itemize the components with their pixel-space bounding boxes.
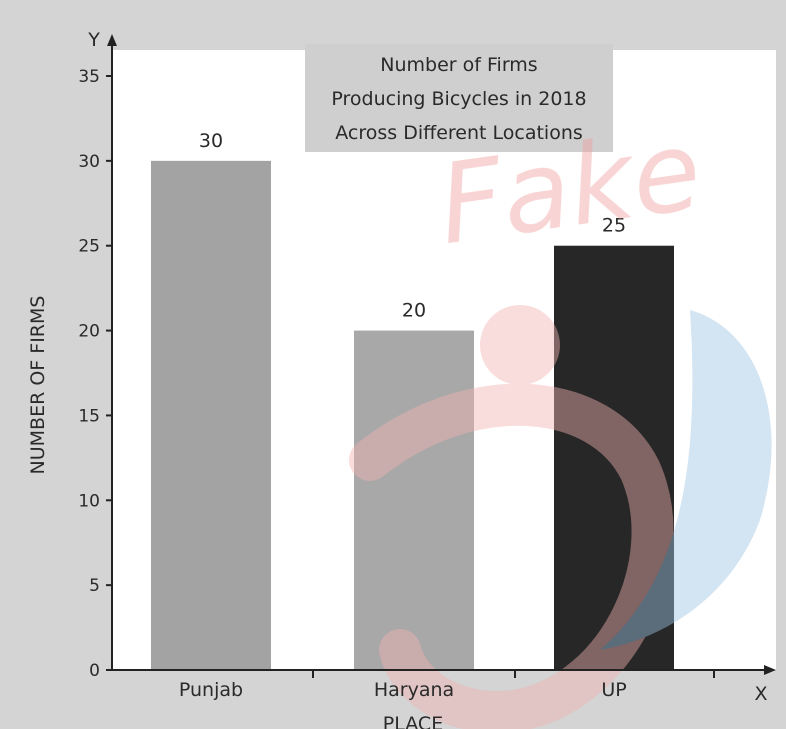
watermark-swirl <box>349 383 674 729</box>
y-tick-label: 35 <box>78 67 100 87</box>
y-tick-label: 15 <box>78 406 100 426</box>
title-box <box>305 44 613 152</box>
watermark-leaf <box>600 310 772 650</box>
bar-punjab <box>151 160 271 670</box>
x-tick-label-haryana: Haryana <box>374 679 454 701</box>
x-tick-label-up: UP <box>601 679 626 701</box>
x-tick-label-punjab: Punjab <box>179 679 243 701</box>
y-axis-arrow <box>107 34 117 46</box>
bar-up <box>554 245 674 670</box>
x-axis-letter: X <box>754 683 767 705</box>
y-ticks: 0 5 10 15 20 25 30 35 <box>78 67 112 681</box>
chart-title-line-2: Producing Bicycles in 2018 <box>331 88 586 110</box>
y-tick-label: 20 <box>78 322 100 342</box>
y-tick-label: 5 <box>89 576 100 596</box>
bars: 30 20 25 <box>151 130 674 670</box>
data-label-up: 25 <box>602 215 626 237</box>
watermark-dot <box>480 305 560 385</box>
chart-title-line-3: Across Different Locations <box>335 122 583 144</box>
chart-title-line-1: Number of Firms <box>380 54 537 76</box>
x-ticks: Punjab Haryana UP <box>179 670 715 701</box>
y-tick-label: 30 <box>78 152 100 172</box>
bar-haryana <box>354 330 474 670</box>
data-label-punjab: 30 <box>199 130 223 152</box>
y-tick-label: 25 <box>78 237 100 257</box>
y-axis-label: NUMBER OF FIRMS <box>27 296 49 475</box>
x-axis-label: PLACE <box>383 713 443 729</box>
y-axis-letter: Y <box>87 29 100 51</box>
data-label-haryana: 20 <box>402 300 426 322</box>
y-tick-label: 10 <box>78 491 100 511</box>
x-axis-arrow <box>764 665 776 675</box>
y-tick-label: 0 <box>89 661 100 681</box>
